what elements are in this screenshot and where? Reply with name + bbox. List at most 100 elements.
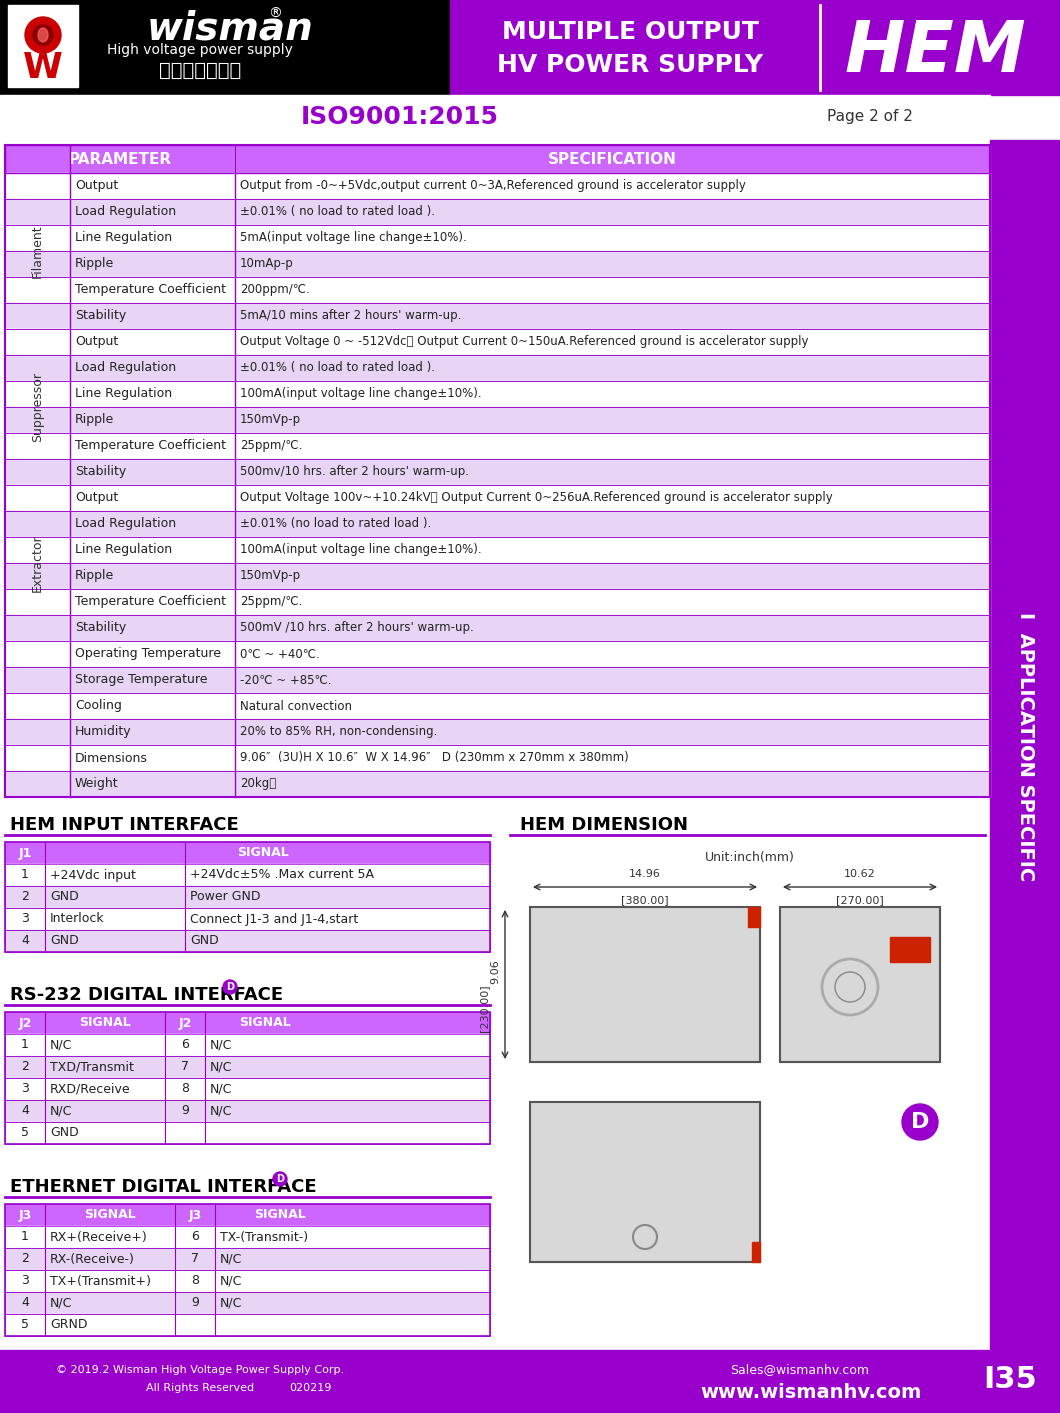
Text: 100mA(input voltage line change±10%).: 100mA(input voltage line change±10%). <box>240 387 481 400</box>
Text: ±0.01% ( no load to rated load ).: ±0.01% ( no load to rated load ). <box>240 362 435 374</box>
Bar <box>5 172 990 199</box>
Text: ®: ® <box>268 7 282 21</box>
Text: GRND: GRND <box>50 1318 88 1331</box>
Text: RX-(Receive-): RX-(Receive-) <box>50 1252 135 1266</box>
Text: SIGNAL: SIGNAL <box>254 1208 306 1221</box>
Text: 3: 3 <box>21 1275 29 1287</box>
Text: J3: J3 <box>189 1208 201 1221</box>
Text: 2: 2 <box>21 1252 29 1266</box>
Text: 1: 1 <box>21 869 29 882</box>
Text: +24Vdc input: +24Vdc input <box>50 869 136 882</box>
Text: 2: 2 <box>21 1061 29 1074</box>
Bar <box>5 615 990 642</box>
Text: N/C: N/C <box>210 1061 232 1074</box>
Text: 150mVp-p: 150mVp-p <box>240 414 301 427</box>
Text: Ripple: Ripple <box>75 257 114 270</box>
Bar <box>5 1314 490 1337</box>
Text: 2: 2 <box>21 890 29 903</box>
Bar <box>5 1122 490 1145</box>
Text: 25ppm/℃.: 25ppm/℃. <box>240 595 302 609</box>
Text: Output Voltage 0 ~ -512Vdc， Output Current 0~150uA.Referenced ground is accelera: Output Voltage 0 ~ -512Vdc， Output Curre… <box>240 335 809 349</box>
Text: Humidity: Humidity <box>75 725 131 739</box>
Text: Load Regulation: Load Regulation <box>75 362 176 374</box>
Text: 1: 1 <box>21 1039 29 1051</box>
Text: I35: I35 <box>983 1365 1037 1395</box>
Text: J2: J2 <box>178 1016 192 1030</box>
Bar <box>5 329 70 485</box>
Text: 9.06: 9.06 <box>490 959 500 985</box>
Text: Output from -0~+5Vdc,output current 0~3A,Referenced ground is accelerator supply: Output from -0~+5Vdc,output current 0~3A… <box>240 179 746 192</box>
Bar <box>5 172 70 329</box>
Text: 0℃ ~ +40℃.: 0℃ ~ +40℃. <box>240 647 320 660</box>
Bar <box>8 6 78 88</box>
Bar <box>990 140 1060 1354</box>
Text: 8: 8 <box>191 1275 199 1287</box>
Text: 5: 5 <box>21 1126 29 1139</box>
Bar <box>890 937 930 962</box>
Text: Line Regulation: Line Regulation <box>75 232 172 244</box>
Text: 4: 4 <box>21 1297 29 1310</box>
Text: D: D <box>276 1174 284 1184</box>
Bar <box>5 745 990 771</box>
Text: Extractor: Extractor <box>31 534 45 592</box>
Text: RS-232 DIGITAL INTERFACE: RS-232 DIGITAL INTERFACE <box>10 986 283 1005</box>
Text: Line Regulation: Line Regulation <box>75 387 172 400</box>
Text: 500mv/10 hrs. after 2 hours' warm-up.: 500mv/10 hrs. after 2 hours' warm-up. <box>240 465 469 479</box>
Text: 8: 8 <box>181 1082 189 1095</box>
Text: Operating Temperature: Operating Temperature <box>75 647 220 660</box>
Text: PARAMETER: PARAMETER <box>69 151 172 167</box>
Text: HEM: HEM <box>844 17 1026 86</box>
Text: [270.00]: [270.00] <box>836 894 884 904</box>
Bar <box>752 1242 760 1262</box>
Bar <box>5 146 990 797</box>
Text: Ripple: Ripple <box>75 569 114 582</box>
Text: N/C: N/C <box>220 1252 243 1266</box>
Bar <box>5 225 990 252</box>
Text: Ripple: Ripple <box>75 414 114 427</box>
Bar <box>5 329 990 355</box>
Bar <box>5 252 990 277</box>
Bar <box>530 907 760 1063</box>
Text: SIGNAL: SIGNAL <box>236 846 288 859</box>
Bar <box>5 199 990 225</box>
Bar <box>5 842 490 952</box>
Bar <box>5 277 990 302</box>
Bar <box>5 537 990 562</box>
Text: 5: 5 <box>21 1318 29 1331</box>
Text: SIGNAL: SIGNAL <box>240 1016 290 1030</box>
Bar <box>5 1226 490 1248</box>
Text: Power GND: Power GND <box>190 890 261 903</box>
Text: 20% to 85% RH, non-condensing.: 20% to 85% RH, non-condensing. <box>240 725 438 739</box>
Bar <box>5 407 990 432</box>
Bar <box>5 537 990 562</box>
Text: Output: Output <box>75 179 119 192</box>
Text: Storage Temperature: Storage Temperature <box>75 674 208 687</box>
Text: Temperature Coefficient: Temperature Coefficient <box>75 439 226 452</box>
Bar <box>5 355 990 382</box>
Text: 25ppm/℃.: 25ppm/℃. <box>240 439 302 452</box>
Bar <box>5 512 990 537</box>
Circle shape <box>273 1171 287 1186</box>
Text: [380.00]: [380.00] <box>621 894 669 904</box>
Bar <box>5 1099 490 1122</box>
Text: J2: J2 <box>18 1016 32 1030</box>
Bar <box>5 1012 490 1034</box>
Text: 20kg。: 20kg。 <box>240 777 277 790</box>
Bar <box>5 771 990 797</box>
Bar <box>0 1349 1060 1413</box>
Text: -20℃ ~ +85℃.: -20℃ ~ +85℃. <box>240 674 332 687</box>
Text: 5mA/10 mins after 2 hours' warm-up.: 5mA/10 mins after 2 hours' warm-up. <box>240 309 461 322</box>
Bar <box>5 329 990 355</box>
Bar <box>5 562 990 589</box>
Bar <box>5 1248 490 1270</box>
Bar <box>5 407 990 432</box>
Bar <box>5 1291 490 1314</box>
Circle shape <box>902 1104 938 1140</box>
Text: 9: 9 <box>191 1297 199 1310</box>
Text: 7: 7 <box>181 1061 189 1074</box>
Text: 5mA(input voltage line change±10%).: 5mA(input voltage line change±10%). <box>240 232 466 244</box>
Bar <box>5 642 990 667</box>
Bar <box>5 1314 490 1337</box>
Bar <box>5 719 990 745</box>
Text: ±0.01% ( no load to rated load ).: ±0.01% ( no load to rated load ). <box>240 205 435 219</box>
